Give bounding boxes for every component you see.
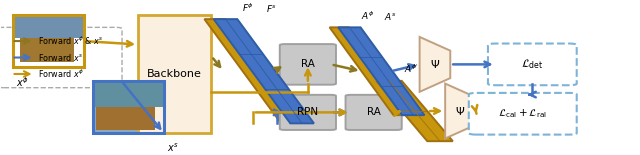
FancyBboxPatch shape — [14, 16, 83, 38]
FancyBboxPatch shape — [280, 95, 336, 130]
Polygon shape — [330, 27, 413, 115]
Text: Forward $x^{s}$: Forward $x^{s}$ — [38, 52, 83, 63]
FancyBboxPatch shape — [280, 44, 336, 85]
Text: Backbone: Backbone — [147, 69, 202, 79]
Text: $\mathcal{L}_{\mathrm{det}}$: $\mathcal{L}_{\mathrm{det}}$ — [521, 58, 543, 71]
Text: $\Psi$: $\Psi$ — [430, 58, 440, 70]
Text: Forward $x^{\phi}$ & $x^{s}$: Forward $x^{\phi}$ & $x^{s}$ — [38, 35, 103, 47]
Text: $F^{s}$: $F^{s}$ — [266, 3, 277, 14]
Text: $F^{\phi}$: $F^{\phi}$ — [242, 1, 254, 14]
Polygon shape — [13, 15, 84, 67]
Polygon shape — [204, 19, 301, 123]
Polygon shape — [338, 27, 424, 115]
Text: Forward $x^{\phi}$: Forward $x^{\phi}$ — [38, 68, 84, 80]
FancyBboxPatch shape — [138, 15, 211, 133]
Text: $A^{\phi'}$: $A^{\phi'}$ — [404, 63, 419, 75]
Text: $\mathcal{L}_{\mathrm{cal}} + \mathcal{L}_{\mathrm{ral}}$: $\mathcal{L}_{\mathrm{cal}} + \mathcal{L… — [499, 107, 547, 120]
Polygon shape — [376, 81, 453, 141]
Polygon shape — [214, 19, 314, 123]
Text: $x^{s}$: $x^{s}$ — [167, 141, 179, 154]
Text: $A^{\phi}$: $A^{\phi}$ — [360, 9, 374, 22]
FancyBboxPatch shape — [346, 95, 402, 130]
FancyBboxPatch shape — [94, 82, 163, 107]
FancyBboxPatch shape — [488, 44, 577, 85]
Text: $x^{\phi}$: $x^{\phi}$ — [16, 75, 29, 89]
Polygon shape — [93, 81, 164, 133]
FancyBboxPatch shape — [20, 23, 74, 62]
Polygon shape — [445, 84, 476, 138]
Text: RA: RA — [367, 107, 381, 117]
Text: RA: RA — [301, 59, 315, 69]
Polygon shape — [420, 37, 451, 92]
FancyBboxPatch shape — [97, 86, 156, 130]
Text: $A^{s}$: $A^{s}$ — [384, 11, 397, 22]
Text: RPN: RPN — [298, 107, 319, 117]
FancyBboxPatch shape — [0, 27, 122, 88]
FancyBboxPatch shape — [468, 93, 577, 135]
Text: $\Psi$: $\Psi$ — [456, 105, 465, 117]
